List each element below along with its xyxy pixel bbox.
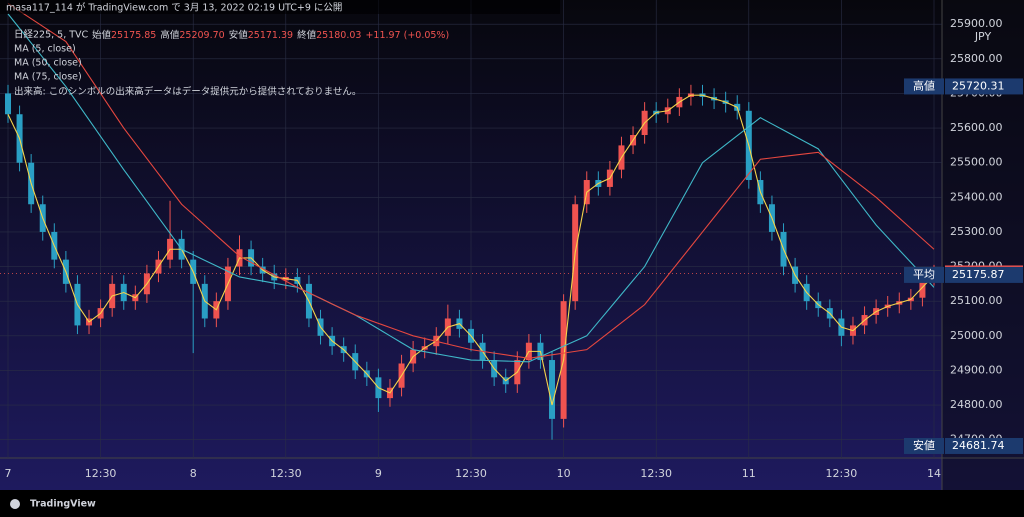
x-tick-label: 8 [190, 467, 197, 480]
footer: TradingView [30, 499, 96, 510]
y-tick-label: 25400.00 [950, 190, 1003, 203]
price-tag-name-bg [904, 437, 944, 454]
x-tick-label: 9 [375, 467, 382, 480]
ma-line [7, 3, 935, 359]
volume-note: 出来高: このシンボルの出来高データはデータ提供元から提供されておりません。 [14, 86, 361, 98]
y-tick-label: 25600.00 [950, 121, 1003, 134]
logo [10, 499, 20, 509]
ohlc-value: 25175.85 [111, 30, 156, 41]
ma-line [7, 94, 935, 406]
price-tag-name: 平均 [913, 268, 935, 281]
x-tick-label: 7 [5, 467, 12, 480]
legend-entry: MA (50, close) [14, 58, 82, 69]
price-tag-text: 25175.87 [952, 268, 1005, 281]
legend-entry: MA (5, close) [14, 44, 76, 55]
price-tag [945, 437, 1023, 454]
price-tag [945, 78, 1023, 95]
y-tick-label: 24800.00 [950, 398, 1003, 411]
y-tick-label: 25500.00 [950, 156, 1003, 169]
ma-line [7, 13, 935, 363]
currency: JPY [974, 30, 992, 43]
x-tick-label: 12:30 [640, 467, 672, 480]
price-tag-text: 25720.31 [952, 79, 1005, 92]
x-tick-label: 10 [557, 467, 571, 480]
y-tick-label: 25300.00 [950, 225, 1003, 238]
x-tick-label: 12:30 [455, 467, 487, 480]
background [0, 0, 1024, 490]
candle-body [549, 360, 556, 419]
ohlc-label: 安値 [229, 29, 249, 41]
change: +11.97 (+0.05%) [365, 30, 449, 41]
y-tick-label: 25800.00 [950, 52, 1003, 65]
ohlc-label: 始値 [92, 29, 112, 41]
y-tick-label: 25100.00 [950, 294, 1003, 307]
price-tag-text: 24681.74 [952, 439, 1005, 452]
price-tag-name-bg [904, 78, 944, 95]
price-axis-bg [942, 0, 1024, 490]
ohlc-value: 25209.70 [179, 30, 224, 41]
x-tick-label: 12:30 [270, 467, 302, 480]
x-tick-label: 14 [927, 467, 941, 480]
candle-body [5, 93, 11, 115]
price-tag-name: 高値 [913, 78, 935, 92]
y-tick-label: 24900.00 [950, 363, 1003, 376]
y-tick-label: 25900.00 [950, 17, 1003, 30]
x-tick-label: 12:30 [826, 467, 858, 480]
ohlc: 始値25175.85 高値25209.70 安値25171.39 終値25180.03… [92, 29, 449, 41]
ohlc-value: 25180.03 [316, 30, 361, 41]
x-tick-label: 11 [742, 467, 756, 480]
x-tick-label: 12:30 [85, 467, 117, 480]
symbol: 日経225, 5, TVC [14, 29, 89, 41]
price-tag [945, 266, 1023, 283]
header-bg [0, 0, 560, 14]
published: masa117_114 が TradingView.com で 3月 13, 2… [6, 2, 342, 14]
legend-entry: MA (75, close) [14, 72, 82, 83]
ohlc-label: 高値 [160, 29, 180, 41]
y-tick-label: 25000.00 [950, 329, 1003, 342]
price-tag-name: 安値 [913, 438, 935, 452]
ohlc-label: 終値 [297, 29, 317, 41]
price-tag-name-bg [904, 266, 944, 283]
ohlc-value: 25171.39 [248, 30, 293, 41]
